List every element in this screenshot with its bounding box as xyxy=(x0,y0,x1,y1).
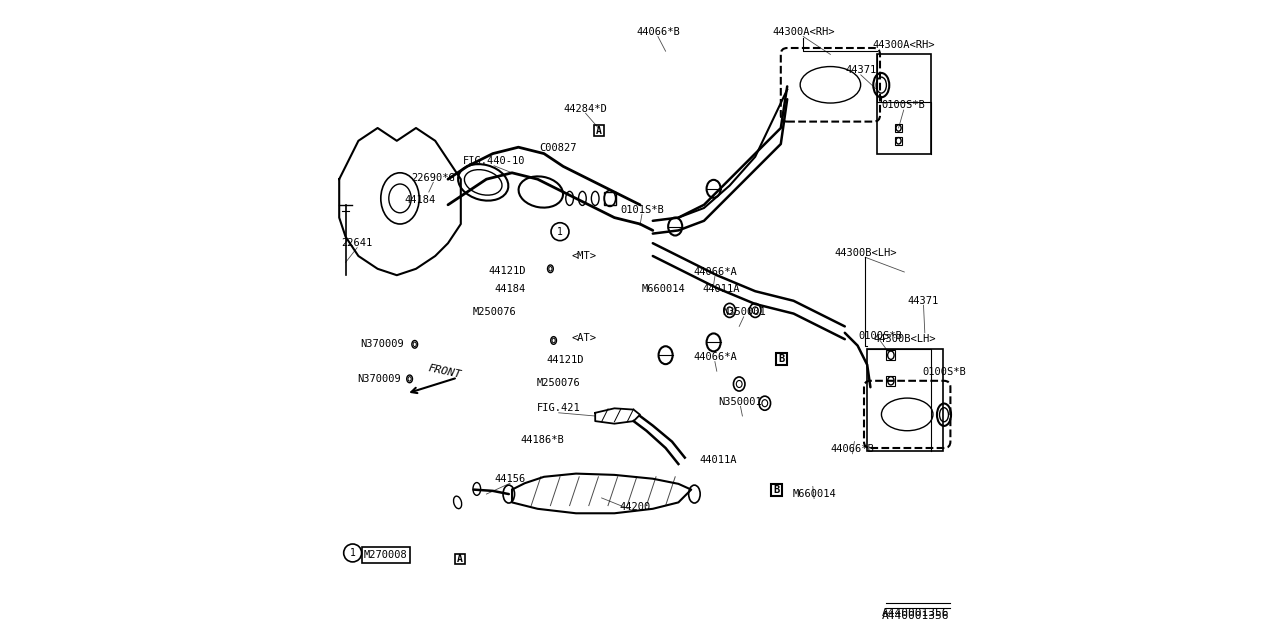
Text: M660014: M660014 xyxy=(792,489,836,499)
Text: 44371: 44371 xyxy=(845,65,877,76)
Text: 44186*B: 44186*B xyxy=(521,435,564,445)
Text: M660014: M660014 xyxy=(641,284,685,294)
Text: 44300A<RH>: 44300A<RH> xyxy=(772,27,835,37)
Text: 44300A<RH>: 44300A<RH> xyxy=(873,40,934,50)
Bar xyxy=(886,376,896,386)
Bar xyxy=(771,484,782,496)
Text: 0101S*B: 0101S*B xyxy=(620,205,664,215)
Text: M250076: M250076 xyxy=(472,307,516,317)
Text: 44066*A: 44066*A xyxy=(692,267,737,277)
Text: N350001: N350001 xyxy=(718,397,763,407)
Bar xyxy=(456,554,466,564)
Bar xyxy=(594,125,604,136)
Text: N370009: N370009 xyxy=(360,339,404,349)
Text: 44156: 44156 xyxy=(494,474,526,484)
Text: FIG.421: FIG.421 xyxy=(536,403,581,413)
Text: 44300B<LH>: 44300B<LH> xyxy=(873,334,936,344)
Text: B: B xyxy=(773,485,780,495)
Text: M250076: M250076 xyxy=(536,378,580,388)
Text: 1: 1 xyxy=(557,227,563,237)
Text: 44011A: 44011A xyxy=(703,284,740,294)
Text: <AT>: <AT> xyxy=(571,333,596,343)
Text: 44200: 44200 xyxy=(620,502,650,512)
Text: 44066*A: 44066*A xyxy=(692,352,737,362)
Text: A440001356: A440001356 xyxy=(882,611,948,621)
Bar xyxy=(362,547,410,563)
Text: 1: 1 xyxy=(349,548,356,558)
Text: 44184: 44184 xyxy=(404,195,436,205)
Text: 0100S*B: 0100S*B xyxy=(858,331,902,341)
Text: 0100S*B: 0100S*B xyxy=(922,367,966,378)
Text: A: A xyxy=(457,554,463,564)
Text: 44066*B: 44066*B xyxy=(831,444,874,454)
Bar xyxy=(886,350,896,360)
Text: A440001356: A440001356 xyxy=(882,608,948,618)
Text: 44011A: 44011A xyxy=(699,454,737,465)
Bar xyxy=(896,124,901,132)
Text: 44284*D: 44284*D xyxy=(563,104,608,114)
Text: 44121D: 44121D xyxy=(488,266,526,276)
Text: 22690*G: 22690*G xyxy=(411,173,456,183)
Text: <MT>: <MT> xyxy=(571,251,596,261)
Text: N350001: N350001 xyxy=(722,307,765,317)
Text: 22641: 22641 xyxy=(342,238,372,248)
Bar xyxy=(868,349,942,451)
Bar xyxy=(896,137,901,145)
Bar xyxy=(776,353,787,365)
Text: B: B xyxy=(778,354,785,364)
Text: 44066*B: 44066*B xyxy=(636,27,680,37)
Bar xyxy=(604,192,616,205)
Text: 44300B<LH>: 44300B<LH> xyxy=(835,248,896,258)
Bar xyxy=(877,54,932,154)
Text: C00827: C00827 xyxy=(539,143,577,154)
Text: 0100S*B: 0100S*B xyxy=(882,100,925,110)
Text: 44121D: 44121D xyxy=(547,355,584,365)
Text: 44371: 44371 xyxy=(908,296,940,306)
Text: A: A xyxy=(596,125,602,136)
Text: FIG.440-10: FIG.440-10 xyxy=(463,156,525,166)
Text: M270008: M270008 xyxy=(364,550,408,560)
Text: 44184: 44184 xyxy=(494,284,526,294)
Text: N370009: N370009 xyxy=(357,374,401,384)
Text: FRONT: FRONT xyxy=(428,363,462,380)
